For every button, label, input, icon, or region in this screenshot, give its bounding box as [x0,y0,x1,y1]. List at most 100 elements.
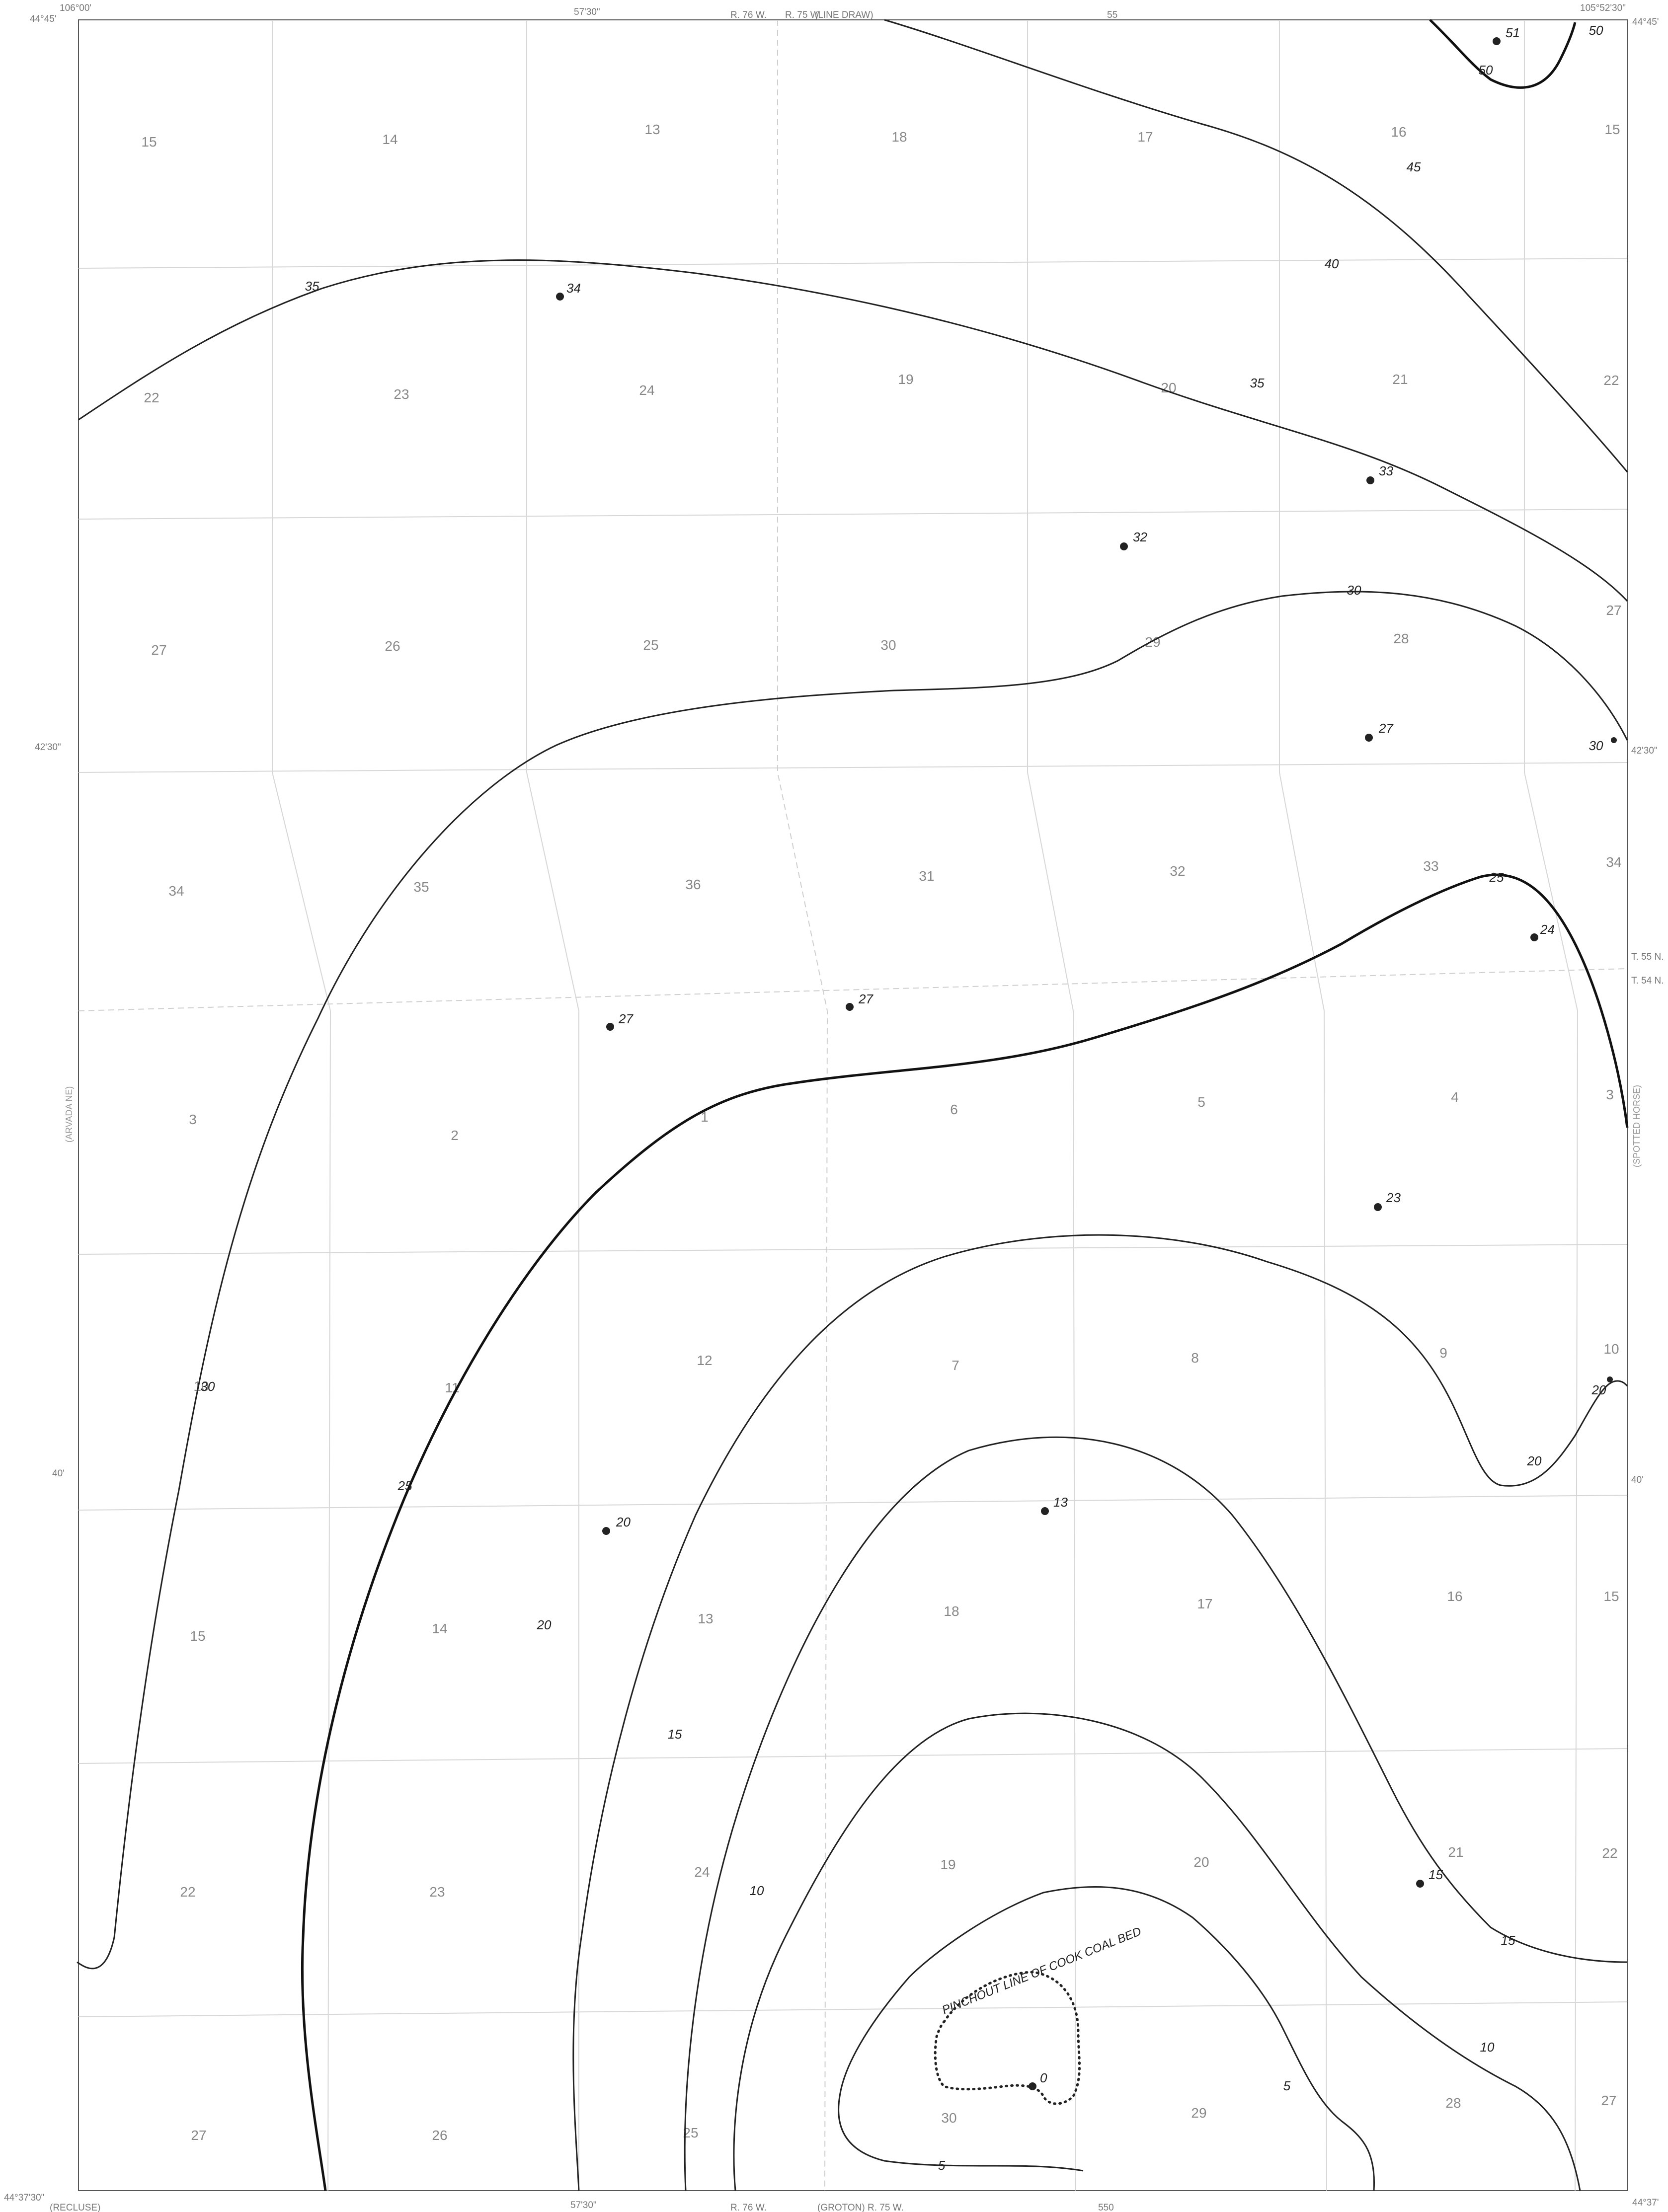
well-marker [556,293,564,301]
contour-label: 5 [1283,2078,1291,2093]
section-number: 7 [952,1358,959,1373]
section-number: 23 [429,1884,445,1900]
well-value: 34 [566,281,581,296]
well-marker [1416,1880,1424,1888]
section-number: 12 [697,1353,712,1368]
contour-label: 5 [938,2158,946,2173]
bottom-range-left: R. 76 W. [730,2203,767,2212]
left-lower-lat: 40' [52,1468,65,1479]
contour-40-35-upper [78,259,1628,602]
contour-45 [884,19,1628,472]
section-number: 9 [1439,1345,1447,1361]
corner-tl-lon: 106°00' [60,3,91,13]
bottom-mid-lon: 57'30" [570,2200,597,2211]
well-value: 33 [1379,463,1393,478]
township-lower: T. 54 N. [1631,976,1664,986]
section-number: 23 [394,386,409,402]
township-upper: T. 55 N. [1631,952,1664,962]
top-range-left: R. 76 W. [730,10,767,20]
contour-label: 15 [668,1727,682,1742]
section-number: 25 [643,637,658,653]
well-value: 27 [618,1011,634,1026]
section-number: 22 [1602,1845,1617,1861]
section-number: 5 [1197,1094,1205,1110]
section-number: 4 [1451,1089,1459,1105]
section-number: 33 [1423,858,1438,874]
section-number: 2 [451,1128,459,1143]
section-number: 1 [701,1109,709,1125]
corner-tl-lat: 44°45' [30,14,57,24]
section-number: 28 [1445,2095,1461,2111]
contour-20 [572,1234,1628,2191]
contour-15 [684,1436,1628,2191]
section-number: 17 [1197,1596,1212,1611]
contour-25 [301,873,1629,2191]
well-marker [1493,37,1501,45]
frame-labels: 106°00' 44°45' 57'30" R. 76 W. R. 75 W. … [4,3,1664,2212]
top-quad: (LINE DRAW) [815,10,874,20]
section-number: 20 [1193,1854,1209,1870]
contour-label: 45 [1407,159,1421,174]
left-side-quad: (ARVADA NE) [64,1086,74,1143]
well-marker [1365,734,1373,742]
section-number: 27 [151,642,166,658]
section-number: 29 [1145,634,1160,650]
well-value: 27 [858,992,874,1006]
section-number: 15 [1604,122,1620,137]
contour-label: 20 [1527,1453,1542,1468]
contour-5 [838,1886,1375,2191]
section-number: 31 [919,868,934,884]
section-number: 21 [1392,372,1408,387]
section-grid [78,20,1628,2191]
contour-label: 25 [397,1478,412,1493]
section-number: 30 [880,637,896,653]
pinchout-line [934,1971,1081,2105]
bottom-index: 550 [1098,2203,1114,2212]
well-marker [602,1527,610,1535]
top-index: 55 [1107,10,1117,20]
well-marker [1607,1376,1613,1382]
section-number: 8 [1191,1350,1199,1366]
wells: 51 34 33 32 27 24 27 27 23 13 20 15 0 [556,25,1617,2090]
thickness-contours [77,19,1629,2191]
section-number: 15 [1603,1589,1619,1604]
contour-labels: 50 50 45 40 35 35 30 30 30 25 25 20 20 2… [201,23,1606,2173]
contour-label: 30 [1347,583,1361,598]
bottom-right-lat: 44°37' [1632,2198,1659,2208]
section-number: 19 [940,1857,955,1872]
section-number: 34 [1606,854,1621,870]
section-number: 29 [1191,2105,1206,2121]
contour-50 [1429,19,1577,89]
contour-label: 15 [1501,1933,1515,1948]
left-mid-lat: 42'30" [35,742,61,753]
section-number: 10 [193,1378,209,1394]
section-number: 22 [180,1884,195,1900]
section-number: 26 [385,638,400,654]
section-number: 10 [1603,1341,1619,1357]
right-lower-lat: 40' [1631,1475,1644,1485]
section-number: 19 [898,372,913,387]
section-number: 14 [382,132,397,147]
section-number: 22 [144,390,159,405]
corner-tr-lon: 105°52'30" [1580,3,1626,13]
section-number: 17 [1137,129,1153,145]
section-number: 27 [1601,2093,1616,2108]
contour-label: 50 [1589,23,1603,38]
section-number: 26 [432,2128,447,2143]
section-number: 35 [413,879,429,895]
right-mid-lat: 42'30" [1631,746,1658,756]
contour-label: 30 [1589,738,1603,753]
well-marker [1041,1507,1049,1515]
section-number: 34 [168,883,184,899]
section-number: 15 [190,1628,205,1644]
section-number: 30 [941,2110,956,2126]
right-side-quad: (SPOTTED HORSE) [1632,1085,1642,1167]
well-marker [1530,933,1538,941]
section-number: 16 [1447,1589,1462,1604]
section-number: 13 [698,1611,713,1626]
well-marker [1366,476,1374,484]
contour-30 [77,591,1628,1970]
well-value: 24 [1540,922,1555,937]
section-number: 27 [191,2128,206,2143]
